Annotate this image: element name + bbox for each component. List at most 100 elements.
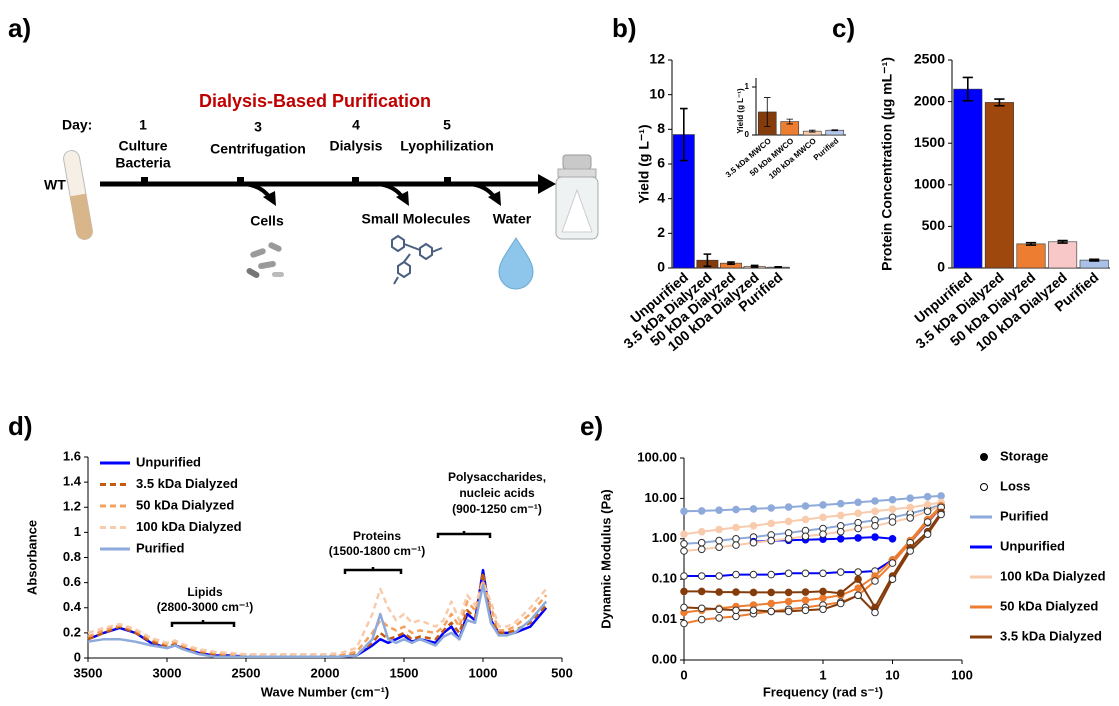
x-tick-label: 1500	[390, 665, 419, 680]
bar	[953, 88, 983, 269]
start-label: WT	[44, 177, 66, 193]
loss-marker	[871, 577, 879, 585]
loss-marker	[888, 575, 897, 584]
error-bar	[809, 129, 816, 133]
series-line	[683, 506, 942, 625]
series-line	[683, 503, 942, 545]
storage-marker	[697, 507, 706, 515]
storage-marker	[871, 497, 879, 505]
y-tick-label: 1	[745, 82, 750, 91]
loss-marker	[854, 524, 862, 533]
loss-marker	[871, 608, 879, 617]
storage-marker	[732, 588, 740, 596]
loss-marker	[836, 527, 845, 536]
series-line	[87, 578, 548, 657]
day-number: 1	[139, 117, 147, 133]
loss-marker	[715, 572, 723, 580]
loss-marker	[715, 543, 723, 552]
storage-marker	[801, 596, 810, 605]
storage-marker	[801, 588, 810, 596]
y-tick-label: 0.2	[63, 624, 81, 639]
panel-label: e)	[580, 411, 603, 441]
storage-marker	[767, 599, 776, 608]
bracket	[343, 567, 403, 574]
storage-marker	[715, 525, 723, 534]
y-tick-label: 1	[74, 524, 81, 539]
storage-marker	[888, 505, 897, 514]
storage-marker	[888, 495, 897, 504]
error-bar	[1057, 239, 1068, 244]
storage-marker	[801, 515, 810, 524]
loss-marker	[767, 570, 776, 579]
y-tick-label: 0.00	[652, 651, 677, 666]
loss-marker	[715, 536, 723, 545]
loss-marker	[697, 538, 706, 547]
x-tick-label: Purified	[812, 136, 841, 162]
storage-marker	[836, 499, 845, 508]
step-tick	[237, 177, 244, 184]
x-tick-label: 3500	[74, 665, 103, 680]
y-tick-label: 2500	[914, 51, 945, 67]
storage-marker	[732, 523, 740, 532]
storage-marker	[697, 587, 706, 596]
arrow-head	[263, 191, 276, 206]
loss-marker	[888, 559, 897, 567]
error-bar	[1089, 258, 1100, 262]
panel-label: c)	[832, 13, 855, 43]
loss-marker	[680, 540, 688, 548]
loss-marker	[784, 569, 793, 578]
storage-marker	[680, 507, 688, 516]
diagram: Dialysis-Based Purification Day: 1 Cultu…	[44, 91, 599, 290]
loss-marker	[819, 569, 827, 578]
annotation: Polysaccharides,	[448, 470, 546, 484]
test-tube-icon	[63, 150, 93, 240]
legend-label: 50 kDa Dialyzed	[1000, 598, 1098, 613]
loss-marker	[732, 535, 740, 543]
storage-marker	[767, 588, 776, 597]
storage-marker	[697, 527, 706, 536]
y-tick-label: 1.2	[63, 499, 81, 514]
y-tick-label: 1000	[914, 176, 945, 192]
loss-marker	[801, 569, 810, 578]
cells-icon	[246, 242, 284, 278]
loss-marker	[906, 514, 915, 522]
y-tick-label: 0.10	[652, 571, 677, 586]
loss-marker	[854, 591, 862, 600]
arrow-head	[488, 191, 501, 206]
bracket	[170, 620, 236, 627]
legend-marker	[980, 483, 988, 491]
loss-marker	[697, 572, 706, 580]
loss-marker	[937, 510, 945, 519]
x-tick-label: 100	[951, 667, 973, 682]
legend-label: Loss	[1000, 478, 1030, 493]
storage-marker	[906, 494, 915, 503]
panel-label: a)	[8, 13, 31, 43]
series-line	[87, 581, 548, 656]
series-line	[684, 511, 942, 609]
panel-label: d)	[8, 411, 33, 441]
loss-marker	[767, 607, 776, 616]
annotation: (1500-1800 cm⁻¹)	[329, 544, 425, 558]
bar	[984, 102, 1014, 269]
bar	[1016, 243, 1046, 269]
legend-label: 100 kDa Dialyzed	[1000, 568, 1106, 583]
annotation: Proteins	[353, 529, 401, 543]
loss-marker	[697, 604, 706, 613]
bracket	[436, 531, 492, 538]
x-tick-label: 10	[885, 667, 899, 682]
error-bar	[1025, 241, 1037, 246]
day-label: Day:	[62, 117, 92, 133]
bar	[1048, 241, 1078, 269]
removed-label: Cells	[250, 213, 284, 229]
error-bar	[750, 264, 759, 268]
y-tick-label: 0	[74, 649, 81, 664]
error-bar	[831, 129, 838, 132]
storage-marker	[923, 500, 932, 509]
step-label: Culture	[119, 138, 168, 154]
step-tick	[444, 177, 451, 184]
storage-marker	[784, 503, 793, 511]
storage-marker	[854, 509, 862, 518]
loss-marker	[680, 619, 688, 628]
loss-marker	[923, 507, 932, 516]
